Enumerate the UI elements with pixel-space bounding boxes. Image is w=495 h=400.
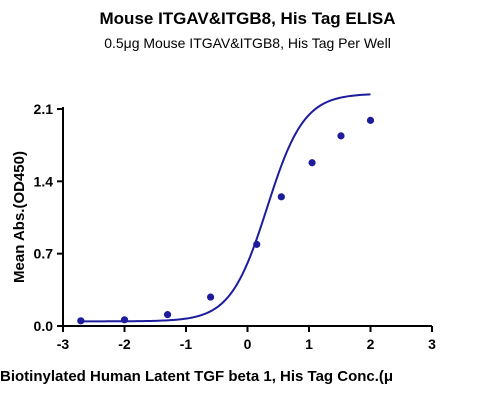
x-axis-title: Biotinylated Human Latent TGF beta 1, Hi… — [0, 368, 393, 385]
data-point — [277, 193, 285, 201]
fit-curve — [80, 93, 371, 323]
data-point — [207, 293, 215, 301]
fit-curve-layer — [80, 93, 371, 323]
y-tick-label: 0.7 — [34, 246, 54, 262]
x-tick-label: 0 — [244, 336, 252, 352]
y-axis-title: Mean Abs.(OD450) — [11, 151, 28, 283]
x-tick-label: 2 — [367, 336, 375, 352]
y-tick-label: 1.4 — [34, 173, 54, 189]
x-tick-label: -3 — [57, 336, 70, 352]
chart-subtitle: 0.5μg Mouse ITGAV&ITGB8, His Tag Per Wel… — [104, 35, 391, 51]
data-point — [308, 159, 316, 167]
x-tick-label: -2 — [118, 336, 131, 352]
axes: 0.0 0.7 1.4 2.1 -3 -2 -1 0 1 2 3 — [34, 101, 437, 352]
data-point — [120, 316, 129, 324]
data-point — [253, 240, 261, 248]
data-point — [337, 132, 345, 140]
y-tick-label: 2.1 — [34, 101, 54, 117]
x-tick-label: 3 — [428, 336, 436, 352]
data-points-layer — [77, 116, 375, 325]
chart-title: Mouse ITGAV&ITGB8, His Tag ELISA — [99, 9, 396, 28]
data-point — [366, 116, 375, 124]
x-tick-label: 1 — [305, 336, 313, 352]
data-point — [163, 311, 172, 319]
x-tick-label: -1 — [180, 336, 193, 352]
y-tick-label: 0.0 — [34, 318, 54, 334]
data-point — [77, 317, 85, 325]
